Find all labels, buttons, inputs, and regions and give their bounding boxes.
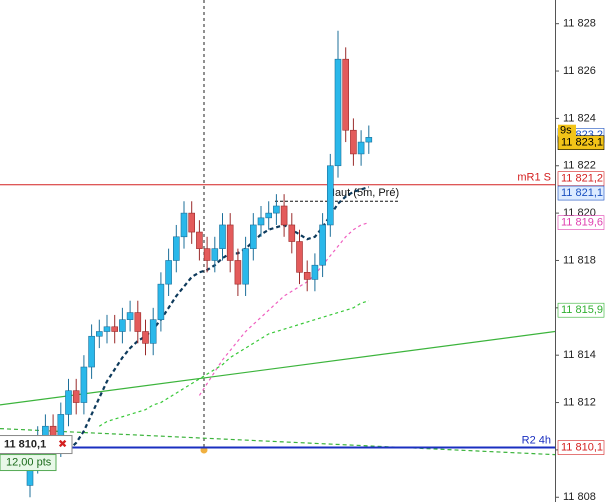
candle-body bbox=[257, 217, 265, 226]
candle-body bbox=[242, 248, 249, 285]
y-tick-label: 11 826 bbox=[563, 65, 596, 77]
candle-body bbox=[211, 248, 219, 261]
candle-body bbox=[126, 312, 134, 320]
y-tick-label: 11 818 bbox=[563, 254, 596, 266]
candle-body bbox=[196, 231, 203, 249]
candle-body bbox=[273, 205, 280, 214]
candle-body bbox=[103, 326, 111, 332]
candle-body bbox=[173, 236, 180, 261]
candle-body bbox=[203, 248, 211, 261]
order-size: 12,00 pts bbox=[6, 456, 52, 468]
price-tag-label: 11 823,1 bbox=[561, 137, 603, 149]
y-tick-label: 11 808 bbox=[563, 491, 596, 502]
candle-body bbox=[188, 212, 195, 233]
candle-body bbox=[303, 272, 311, 280]
price-tag-label: 11 810,1 bbox=[561, 441, 603, 453]
timer-tag bbox=[558, 124, 576, 137]
price-tag bbox=[557, 302, 605, 318]
candle-body bbox=[72, 390, 80, 403]
candle-body bbox=[265, 212, 273, 219]
order-close: ✖ bbox=[58, 438, 67, 450]
y-tick-label: 11 824 bbox=[563, 112, 596, 124]
trendline bbox=[0, 330, 556, 406]
level-label: R2 4h bbox=[522, 434, 551, 446]
order-size-box bbox=[0, 454, 57, 472]
candle-body bbox=[180, 212, 188, 238]
candle-body bbox=[250, 224, 257, 249]
price-tag-label: 11 821,2 bbox=[561, 173, 603, 185]
candle-body bbox=[96, 331, 103, 337]
candle-body bbox=[157, 283, 165, 320]
y-tick-label: 11 822 bbox=[563, 160, 596, 172]
candle-body bbox=[326, 165, 334, 226]
candle-body bbox=[134, 312, 142, 332]
candle-body bbox=[365, 137, 373, 143]
candle-body bbox=[296, 241, 303, 273]
price-tag-label: 11 819,6 bbox=[561, 216, 603, 228]
timer-label: 9s bbox=[560, 125, 572, 137]
candle-body bbox=[311, 264, 319, 280]
price-tag bbox=[557, 135, 605, 151]
candle-body bbox=[319, 224, 326, 266]
candle-body bbox=[111, 326, 118, 332]
candle-body bbox=[219, 224, 226, 249]
candle-body bbox=[65, 390, 72, 415]
price-tag bbox=[557, 440, 605, 455]
y-tick-label: 11 812 bbox=[563, 396, 596, 408]
order-box bbox=[0, 435, 73, 455]
y-tick-label: 11 828 bbox=[563, 18, 596, 30]
price-tag-label: 11 815,9 bbox=[561, 304, 603, 316]
moving-average bbox=[98, 300, 369, 427]
candle-body bbox=[226, 224, 234, 261]
price-tag bbox=[557, 171, 605, 186]
price-tag bbox=[557, 215, 605, 230]
candle-body bbox=[142, 331, 149, 344]
candle-body bbox=[80, 366, 88, 403]
candle-body bbox=[357, 141, 365, 155]
price-tag-label: 11 821,1 bbox=[561, 187, 603, 199]
y-tick-label: 11 814 bbox=[563, 349, 596, 361]
candle-body bbox=[149, 319, 157, 344]
level-label: mR1 S bbox=[517, 172, 551, 184]
candle-body bbox=[342, 58, 350, 131]
candle-body bbox=[119, 319, 126, 332]
candle-body bbox=[280, 205, 288, 226]
order-price: 11 810,1 bbox=[4, 438, 46, 450]
moving-average bbox=[67, 186, 370, 451]
candle-body bbox=[350, 129, 357, 155]
price-tag bbox=[557, 185, 605, 201]
candle-body bbox=[165, 260, 172, 285]
candle-body bbox=[288, 224, 296, 242]
candle-body bbox=[88, 335, 95, 368]
candle-body bbox=[334, 58, 342, 167]
candle-body bbox=[234, 260, 242, 285]
moving-average bbox=[198, 222, 369, 396]
trendline bbox=[0, 427, 556, 456]
